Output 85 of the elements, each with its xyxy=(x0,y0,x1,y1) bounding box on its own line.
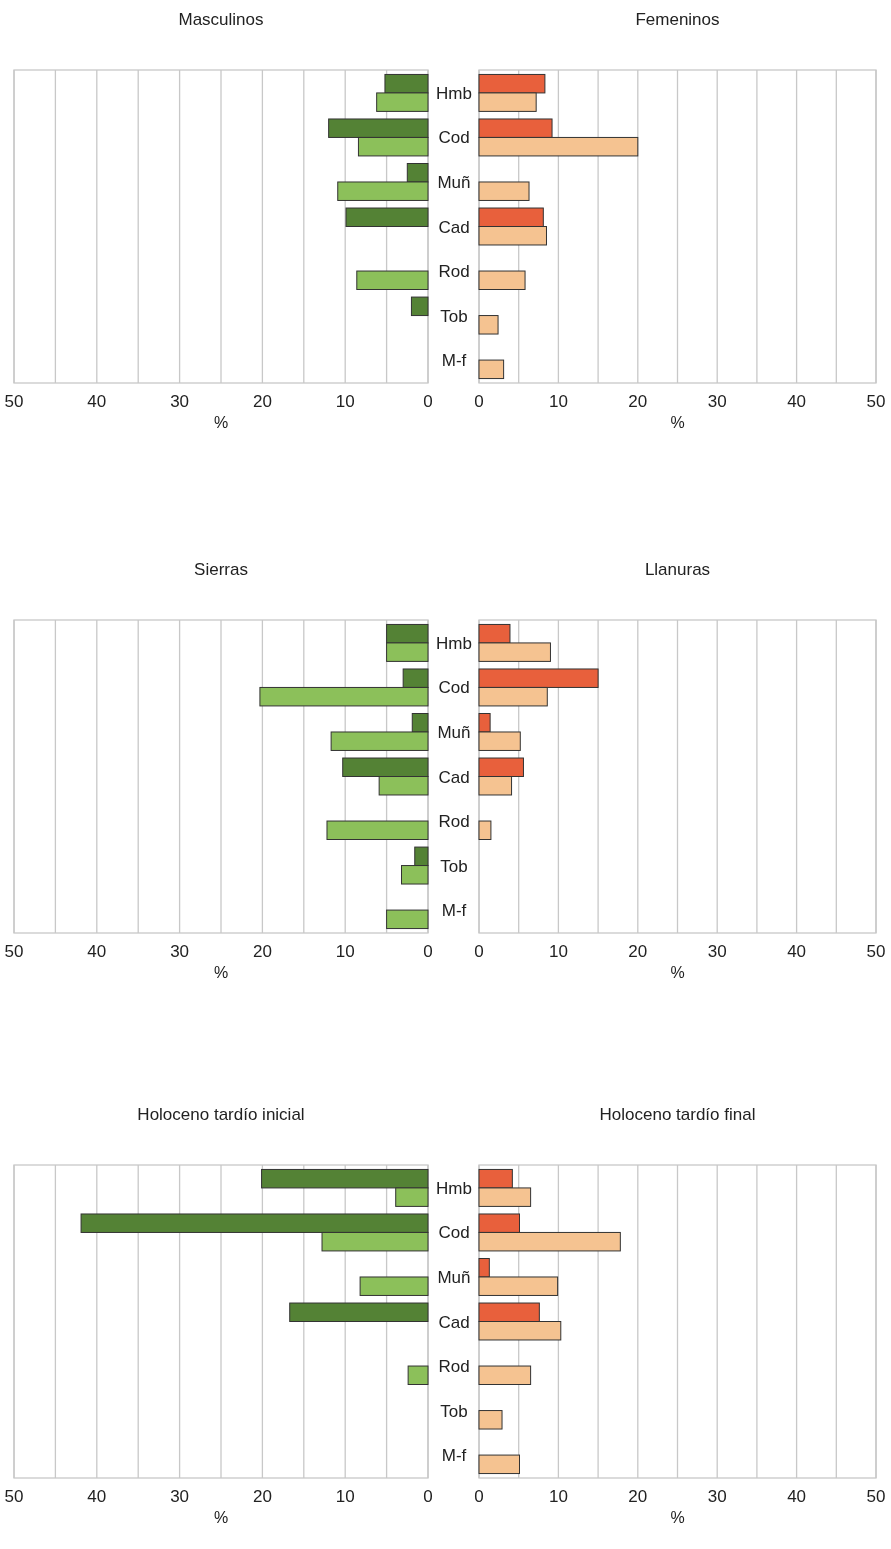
x-tick-label: 0 xyxy=(474,942,484,961)
x-tick-label: 20 xyxy=(628,1487,648,1506)
y-tick-label: Muñ xyxy=(437,722,471,742)
x-axis-title: % xyxy=(670,964,685,981)
bar xyxy=(359,1276,429,1296)
x-tick-label: 30 xyxy=(170,1487,190,1506)
x-tick-label: 10 xyxy=(548,1487,568,1506)
x-tick-label: 40 xyxy=(787,1487,807,1506)
x-tick-label: 50 xyxy=(866,392,886,411)
x-tick-label: 0 xyxy=(423,942,433,961)
x-tick-label: 50 xyxy=(4,392,24,411)
chart-title: Holoceno tardío final xyxy=(599,1105,756,1124)
bar xyxy=(386,909,429,930)
bar xyxy=(478,315,499,335)
y-tick-label: Cad xyxy=(438,217,470,237)
chart-title: Femeninos xyxy=(635,10,720,29)
x-tick-label: 40 xyxy=(87,942,107,961)
chart-title: Holoceno tardío inicial xyxy=(137,1105,305,1124)
chart-title: Llanuras xyxy=(644,560,711,579)
bar xyxy=(326,820,429,840)
x-tick-label: 30 xyxy=(707,1487,727,1506)
y-tick-label: Hmb xyxy=(436,633,472,653)
x-axis-title: % xyxy=(213,414,229,431)
x-axis-title: % xyxy=(670,414,685,431)
bar xyxy=(478,1365,532,1385)
x-tick-label: 40 xyxy=(787,392,807,411)
x-tick-label: 30 xyxy=(707,392,727,411)
x-tick-label: 20 xyxy=(252,942,272,961)
bar xyxy=(478,270,526,290)
bar xyxy=(478,359,505,380)
y-tick-label: Tob xyxy=(440,856,468,876)
x-tick-label: 0 xyxy=(474,1487,484,1506)
y-tick-label: Cad xyxy=(438,767,470,787)
y-tick-label: Cod xyxy=(438,128,470,148)
x-tick-label: 30 xyxy=(707,942,727,961)
bar xyxy=(478,820,492,840)
bar xyxy=(407,1365,429,1385)
chart-title: Masculinos xyxy=(178,10,264,29)
x-tick-label: 10 xyxy=(548,942,568,961)
x-tick-label: 10 xyxy=(548,392,568,411)
x-tick-label: 0 xyxy=(474,392,484,411)
bar xyxy=(345,207,429,227)
y-tick-label: Muñ xyxy=(437,1267,471,1287)
y-tick-label: Rod xyxy=(438,262,470,282)
x-tick-label: 50 xyxy=(866,942,886,961)
x-tick-label: 10 xyxy=(335,942,355,961)
x-tick-label: 0 xyxy=(423,1487,433,1506)
x-axis-title: % xyxy=(670,1509,685,1526)
x-tick-label: 40 xyxy=(87,392,107,411)
y-tick-label: M-f xyxy=(441,351,467,371)
bar xyxy=(356,270,429,290)
y-tick-label: Tob xyxy=(440,306,468,326)
x-tick-label: 50 xyxy=(4,1487,24,1506)
x-tick-label: 0 xyxy=(423,392,433,411)
x-tick-label: 20 xyxy=(628,942,648,961)
bar xyxy=(478,181,530,201)
x-tick-label: 10 xyxy=(335,392,355,411)
y-tick-label: Rod xyxy=(438,812,470,832)
x-tick-label: 40 xyxy=(87,1487,107,1506)
y-tick-label: M-f xyxy=(441,1446,467,1466)
x-tick-label: 40 xyxy=(787,942,807,961)
bar xyxy=(410,296,429,317)
y-tick-label: Tob xyxy=(440,1401,468,1421)
bar xyxy=(289,1302,429,1322)
x-tick-label: 20 xyxy=(252,392,272,411)
y-tick-label: Cad xyxy=(438,1312,470,1332)
x-axis-title: % xyxy=(213,1509,229,1526)
chart-title: Sierras xyxy=(194,560,248,579)
x-tick-label: 30 xyxy=(170,392,190,411)
x-tick-label: 10 xyxy=(335,1487,355,1506)
x-tick-label: 20 xyxy=(252,1487,272,1506)
x-axis-title: % xyxy=(213,964,229,981)
y-tick-label: Muñ xyxy=(437,172,471,192)
y-tick-label: Cod xyxy=(438,678,470,698)
x-tick-label: 50 xyxy=(4,942,24,961)
y-tick-label: Hmb xyxy=(436,1178,472,1198)
x-tick-label: 30 xyxy=(170,942,190,961)
y-tick-label: Hmb xyxy=(436,83,472,103)
y-tick-label: Rod xyxy=(438,1357,470,1377)
y-tick-label: M-f xyxy=(441,901,467,921)
bar xyxy=(478,1454,520,1475)
x-tick-label: 20 xyxy=(628,392,648,411)
y-tick-label: Cod xyxy=(438,1223,470,1243)
x-tick-label: 50 xyxy=(866,1487,886,1506)
bar xyxy=(478,1410,503,1430)
